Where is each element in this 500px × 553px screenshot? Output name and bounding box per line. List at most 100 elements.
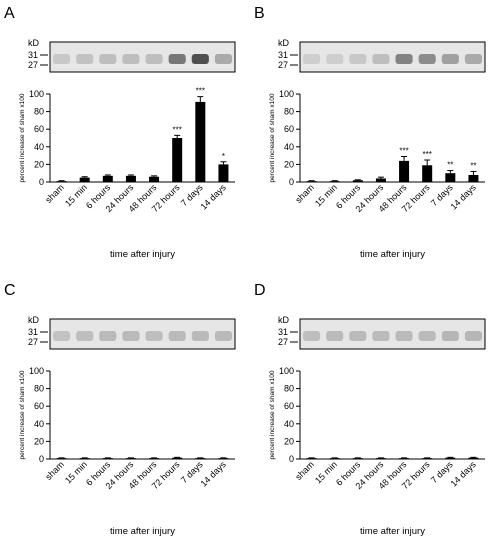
blot-band (395, 54, 413, 64)
blot-band (168, 54, 186, 64)
bar (79, 177, 90, 182)
blot-band (76, 54, 94, 64)
y-tick-label: 40 (34, 142, 44, 152)
x-axis-label: time after injury (110, 249, 175, 260)
blot-band (395, 331, 413, 341)
y-tick-label: 100 (29, 366, 44, 376)
bar (445, 173, 456, 182)
bar (149, 458, 160, 460)
blot-marker-label: 31 (28, 50, 38, 60)
y-tick-label: 80 (34, 384, 44, 394)
blot-band (99, 331, 117, 341)
blot-band (349, 331, 367, 341)
bar (329, 181, 340, 183)
bar (399, 160, 410, 182)
bar (445, 457, 456, 459)
blot-band (122, 331, 140, 341)
significance-marker: ** (447, 161, 453, 170)
blot-band (326, 54, 344, 64)
blot-unit-label: kD (278, 38, 290, 48)
significance-marker: *** (399, 146, 408, 155)
significance-marker: *** (196, 87, 205, 96)
blot-unit-label: kD (28, 315, 40, 325)
bar (102, 175, 113, 182)
y-axis-label: percent increase of sham x100 (19, 370, 26, 459)
blot-band (372, 54, 390, 64)
y-tick-label: 60 (34, 401, 44, 411)
panel-letter: B (254, 5, 265, 22)
y-tick-label: 20 (284, 159, 294, 169)
y-tick-label: 100 (29, 89, 44, 99)
blot-marker-label: 31 (28, 327, 38, 337)
blot-band (122, 54, 140, 64)
blot-band (191, 331, 209, 341)
bar (375, 178, 386, 182)
bar (422, 165, 433, 182)
bar (422, 458, 433, 460)
y-tick-label: 40 (284, 142, 294, 152)
blot-unit-label: kD (278, 315, 290, 325)
y-axis-label: percent increase of sham x100 (269, 370, 276, 459)
x-axis-label: time after injury (360, 249, 425, 260)
y-tick-label: 0 (289, 454, 294, 464)
y-tick-label: 60 (284, 401, 294, 411)
bar (218, 164, 229, 182)
bar (149, 176, 160, 182)
panel-letter: A (4, 5, 15, 22)
y-tick-label: 20 (34, 159, 44, 169)
panel-letter: D (254, 282, 266, 299)
blot-band (99, 54, 117, 64)
bar (102, 458, 113, 460)
bar (172, 457, 183, 459)
blot-band (303, 54, 321, 64)
bar (306, 181, 317, 183)
blot-band (441, 54, 459, 64)
bar (79, 458, 90, 460)
blot-marker-label: 27 (28, 337, 38, 347)
blot-band (418, 54, 436, 64)
blot-band (168, 331, 186, 341)
y-tick-label: 80 (284, 384, 294, 394)
blot-band (145, 54, 163, 64)
y-tick-label: 40 (284, 419, 294, 429)
x-tick-label: 14 days (448, 182, 478, 212)
bar (306, 458, 317, 460)
bar (468, 457, 479, 459)
blot-band (464, 54, 482, 64)
blot-band (372, 331, 390, 341)
bar (218, 458, 229, 460)
bar (375, 458, 386, 460)
bar (172, 138, 183, 182)
bar (329, 458, 340, 460)
blot-band (214, 331, 232, 341)
blot-band (76, 331, 94, 341)
y-tick-label: 40 (34, 419, 44, 429)
x-axis-label: time after injury (360, 526, 425, 537)
y-tick-label: 100 (279, 366, 294, 376)
blot-band (214, 54, 232, 64)
y-tick-label: 20 (284, 436, 294, 446)
blot-marker-label: 27 (278, 60, 288, 70)
y-tick-label: 100 (279, 89, 294, 99)
significance-marker: * (222, 152, 225, 161)
bar (125, 458, 136, 460)
y-axis-label: percent increase of sham x100 (19, 93, 26, 182)
significance-marker: ** (470, 161, 476, 170)
y-tick-label: 80 (34, 107, 44, 117)
significance-marker: *** (173, 125, 182, 134)
y-tick-label: 0 (289, 177, 294, 187)
blot-band (326, 331, 344, 341)
blot-marker-label: 31 (278, 50, 288, 60)
y-tick-label: 80 (284, 107, 294, 117)
y-axis-label: percent increase of sham x100 (269, 93, 276, 182)
blot-marker-label: 27 (278, 337, 288, 347)
y-tick-label: 0 (39, 454, 44, 464)
y-tick-label: 60 (284, 124, 294, 134)
blot-band (418, 331, 436, 341)
bar (468, 174, 479, 182)
blot-band (53, 331, 71, 341)
